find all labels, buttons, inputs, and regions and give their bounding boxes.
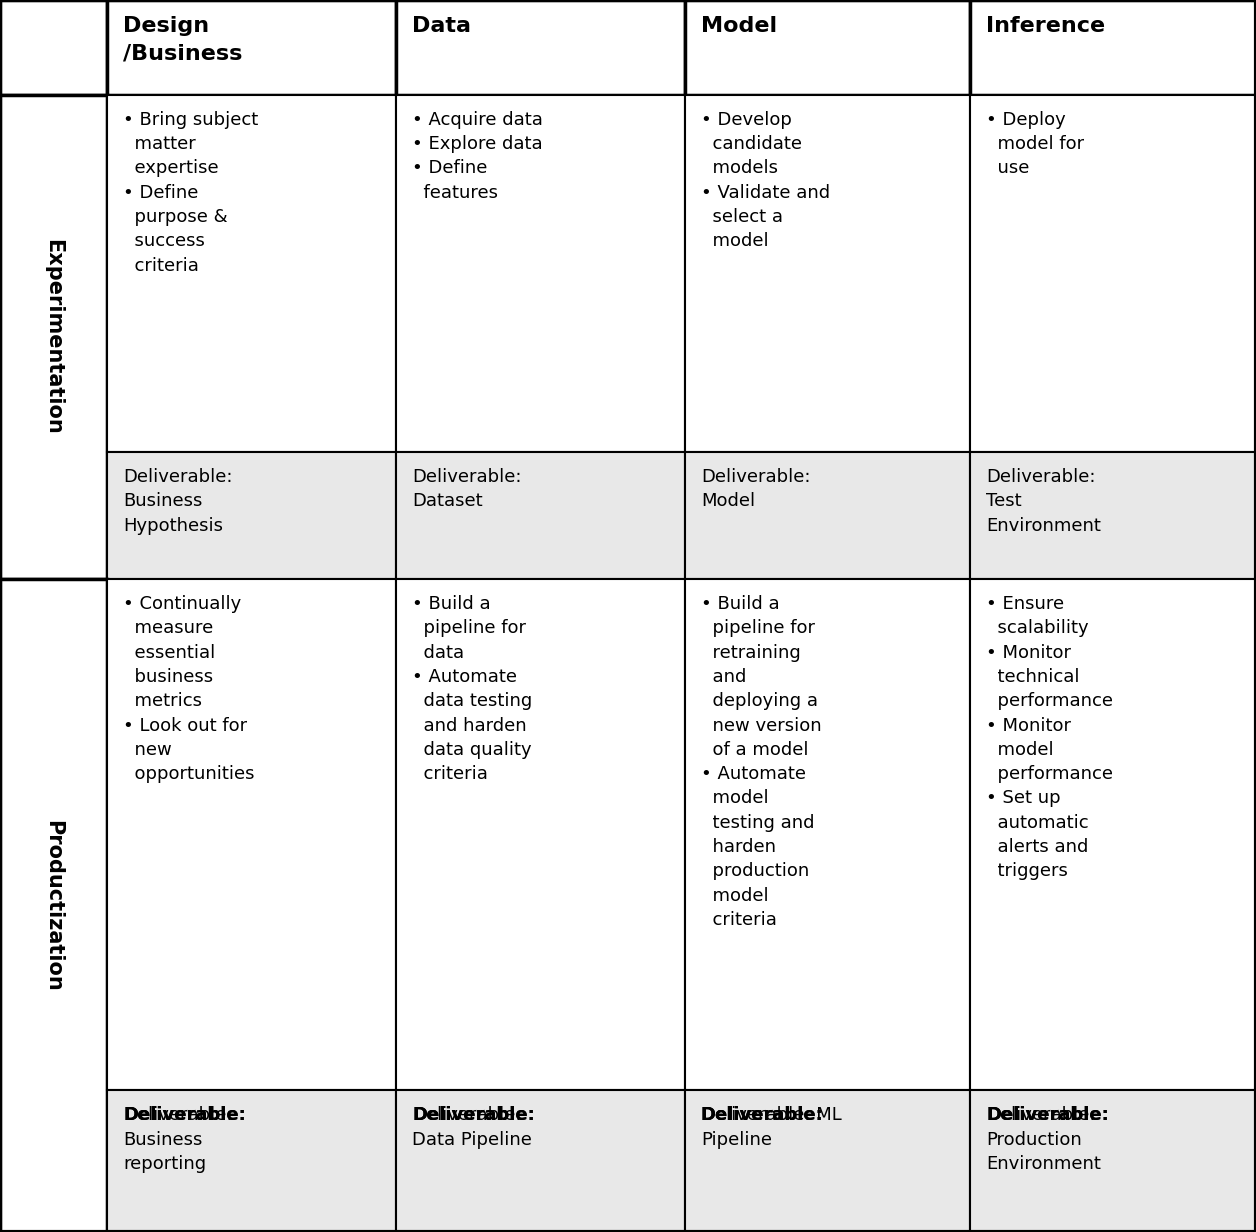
- Bar: [685, 452, 970, 579]
- Text: Deliverable:
Production
Environment: Deliverable: Production Environment: [986, 1106, 1100, 1173]
- Text: Deliverable:
Test
Environment: Deliverable: Test Environment: [986, 468, 1100, 535]
- Bar: [685, 1090, 970, 1232]
- Text: • Bring subject
  matter
  expertise
• Define
  purpose &
  success
  criteria: • Bring subject matter expertise • Defin…: [123, 111, 259, 275]
- Text: Deliverable:: Deliverable:: [412, 1106, 535, 1125]
- Text: Inference: Inference: [986, 16, 1105, 36]
- Bar: [396, 579, 685, 1090]
- Bar: [396, 452, 685, 579]
- Text: Deliverable:: Deliverable:: [123, 1106, 246, 1125]
- Text: Design
/Business: Design /Business: [123, 16, 242, 63]
- Bar: [0, 95, 107, 579]
- Text: • Ensure
  scalability
• Monitor
  technical
  performance
• Monitor
  model
  p: • Ensure scalability • Monitor technical…: [986, 595, 1113, 881]
- Text: Model: Model: [701, 16, 777, 36]
- Bar: [685, 579, 970, 1090]
- Bar: [970, 579, 1256, 1090]
- Text: Deliverable:: Deliverable:: [412, 1106, 535, 1125]
- Bar: [107, 452, 396, 579]
- Bar: [0, 579, 107, 1232]
- Text: Deliverable: ML
Pipeline: Deliverable: ML Pipeline: [701, 1106, 842, 1148]
- Bar: [0, 0, 107, 95]
- Text: Deliverable:: Deliverable:: [986, 1106, 1109, 1125]
- Text: Productization: Productization: [44, 819, 63, 992]
- Text: Deliverable:: Deliverable:: [701, 1106, 824, 1125]
- Bar: [685, 0, 970, 95]
- Text: • Build a
  pipeline for
  data
• Automate
  data testing
  and harden
  data qu: • Build a pipeline for data • Automate d…: [412, 595, 533, 784]
- Bar: [970, 452, 1256, 579]
- Bar: [107, 1090, 396, 1232]
- Text: Experimentation: Experimentation: [44, 239, 63, 435]
- Bar: [107, 95, 396, 452]
- Text: Deliverable:: Deliverable:: [123, 1106, 246, 1125]
- Text: • Acquire data
• Explore data
• Define
  features: • Acquire data • Explore data • Define f…: [412, 111, 543, 202]
- Text: Deliverable:
Business
Hypothesis: Deliverable: Business Hypothesis: [123, 468, 232, 535]
- Text: Deliverable:
Business
reporting: Deliverable: Business reporting: [123, 1106, 232, 1173]
- Text: • Continually
  measure
  essential
  business
  metrics
• Look out for
  new
  : • Continually measure essential business…: [123, 595, 255, 784]
- Bar: [396, 1090, 685, 1232]
- Text: Deliverable:
Dataset: Deliverable: Dataset: [412, 468, 521, 510]
- Bar: [107, 0, 396, 95]
- Text: Data: Data: [412, 16, 471, 36]
- Text: • Deploy
  model for
  use: • Deploy model for use: [986, 111, 1084, 177]
- Text: Deliverable:: Deliverable:: [701, 1106, 824, 1125]
- Bar: [970, 95, 1256, 452]
- Bar: [396, 95, 685, 452]
- Bar: [685, 95, 970, 452]
- Bar: [970, 1090, 1256, 1232]
- Text: Deliverable:: Deliverable:: [986, 1106, 1109, 1125]
- Text: Deliverable:
Data Pipeline: Deliverable: Data Pipeline: [412, 1106, 531, 1148]
- Bar: [396, 0, 685, 95]
- Bar: [107, 579, 396, 1090]
- Text: • Develop
  candidate
  models
• Validate and
  select a
  model: • Develop candidate models • Validate an…: [701, 111, 830, 250]
- Text: • Build a
  pipeline for
  retraining
  and
  deploying a
  new version
  of a m: • Build a pipeline for retraining and de…: [701, 595, 821, 929]
- Bar: [970, 0, 1256, 95]
- Text: Deliverable:
Model: Deliverable: Model: [701, 468, 810, 510]
